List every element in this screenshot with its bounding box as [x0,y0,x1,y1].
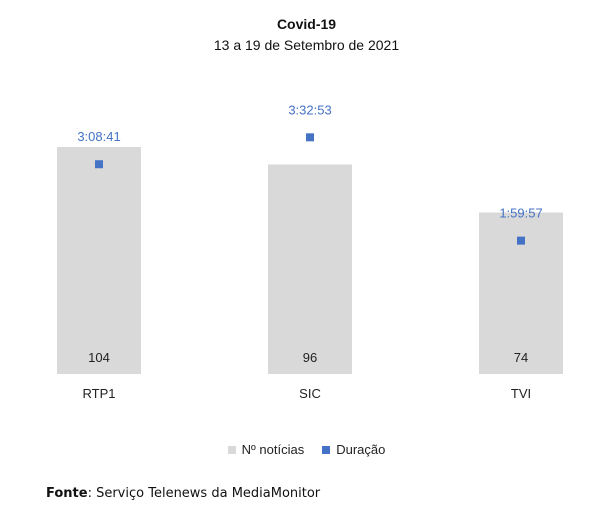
legend: Nº notícias Duração [0,442,613,457]
bar-value-label-tvi: 74 [514,350,528,365]
category-label-rtp1: RTP1 [83,386,116,401]
duration-label-tvi: 1:59:57 [499,206,542,221]
duration-label-rtp1: 3:08:41 [77,129,120,144]
source-label: Fonte [46,486,88,501]
legend-label-count: Nº notícias [241,442,305,457]
legend-label-duration: Duração [336,442,386,457]
bar-rtp1 [57,147,141,374]
duration-point-rtp1 [95,160,103,169]
bar-value-label-rtp1: 104 [88,350,110,365]
bar-sic [268,164,352,374]
duration-point-tvi [517,236,525,245]
chart-subtitle: 13 a 19 de Setembro de 2021 [213,37,400,53]
category-label-tvi: TVI [511,386,531,401]
duration-label-sic: 3:32:53 [288,102,331,117]
legend-swatch-duration [322,445,331,454]
source-note: Fonte: Serviço Telenews da MediaMonitor [46,486,320,501]
bar-value-label-sic: 96 [303,350,317,365]
legend-item-duration: Duração [322,442,385,457]
source-text: : Serviço Telenews da MediaMonitor [87,486,321,501]
legend-item-count: Nº notícias [227,442,305,457]
chart-title: Covid-19 [276,16,337,32]
duration-point-sic [306,133,314,142]
category-label-sic: SIC [299,386,321,401]
legend-swatch-count [227,445,236,454]
